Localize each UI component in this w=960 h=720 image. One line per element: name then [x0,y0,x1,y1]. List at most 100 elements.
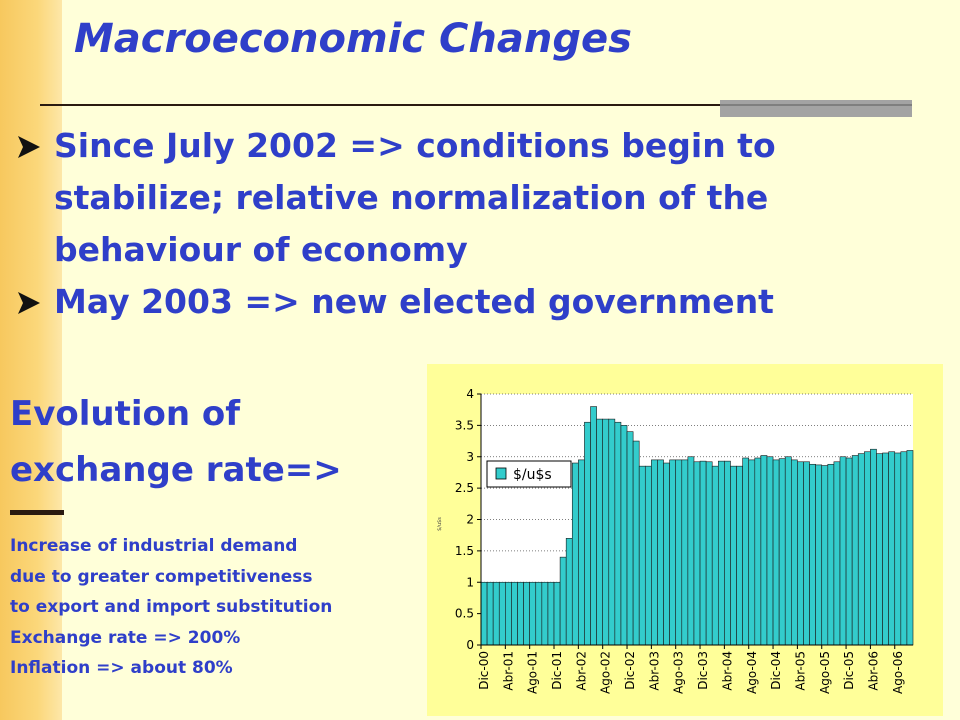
bar [687,456,695,646]
x-tick-label: Abr-06 [866,651,880,691]
bar [906,450,914,646]
bar [760,455,768,646]
bar [517,581,524,646]
bar [511,581,518,646]
bar [608,418,616,646]
y-tick-label: 2 [466,513,474,527]
bar [888,451,896,646]
accent-gray-rule [720,104,912,106]
bar [724,460,731,646]
x-tick-label: Dic-01 [550,651,564,690]
x-tick-label: Abr-05 [793,651,807,691]
bar [754,457,762,646]
bar [900,451,908,646]
x-tick-label: Dic-02 [623,651,637,690]
bar [584,421,591,646]
y-tick-label: 2.5 [455,481,474,495]
bar [492,581,500,646]
bar [742,457,750,646]
bar [870,448,877,646]
note-line: Exchange rate => 200% [10,627,241,648]
bar [553,581,561,646]
bar [857,453,865,646]
bar [596,418,603,646]
bar [505,581,512,646]
bar [711,465,719,646]
bar [632,440,640,646]
bullet-line: May 2003 => new elected government [54,282,774,321]
x-tick-label: Dic-03 [696,651,710,690]
evolution-divider [10,510,64,515]
bar [559,556,567,646]
bar [864,451,871,646]
y-axis-label: $/u$s [437,517,443,531]
bar [797,461,804,646]
note-line: due to greater competitiveness [10,566,313,587]
bar [699,460,707,646]
y-tick-label: 0 [466,638,474,652]
bar [614,421,622,646]
x-tick-label: Ago-02 [599,651,613,694]
bar [815,464,823,646]
bar [681,459,689,646]
note-line: Inflation => about 80% [10,658,233,678]
bar [480,581,488,646]
accent-gray-bar [720,100,912,117]
bar [778,458,786,646]
bullet-line: Since July 2002 => conditions begin to [54,126,776,165]
x-tick-label: Ago-05 [818,651,832,694]
x-tick-label: Dic-00 [477,651,491,690]
x-tick-label: Abr-02 [574,651,588,691]
bar [766,456,774,646]
arrowhead-bullet-icon [18,136,40,158]
left-accent-stripe [0,0,62,720]
bar [717,460,725,646]
x-tick-label: Dic-05 [842,651,856,690]
bar [839,456,847,646]
x-tick-label: Ago-06 [891,651,905,694]
bar [523,581,530,646]
bar [663,462,670,646]
evolution-heading: Evolution of exchange rate=> [10,386,342,498]
bullet-list: Since July 2002 => conditions begin to s… [16,120,916,328]
y-tick-label: 3.5 [455,418,474,432]
x-tick-label: Abr-04 [720,651,734,691]
x-tick-label: Abr-03 [647,651,661,691]
bar [827,463,835,646]
title-divider [40,104,720,106]
y-tick-label: 3 [466,450,474,464]
bar [791,459,798,646]
bar [565,538,573,646]
bar [772,459,780,646]
bar [620,425,628,646]
bar [571,462,579,646]
bar [602,418,610,646]
bar [590,406,597,646]
bar [693,461,701,646]
bar [809,463,816,646]
x-tick-label: Abr-01 [501,651,515,691]
bar [541,581,549,646]
exchange-rate-chart: 0 0.5 1 1.5 2 2.5 3 3.5 4 Dic-00 Abr-01 Ago-01 Dic-0… [427,364,943,716]
slide-title: Macroeconomic Changes [74,16,632,62]
bar [803,461,810,646]
bar [535,581,543,646]
bar [669,459,677,646]
bullet-line: stabilize; relative normalization of the [54,178,769,217]
bar [736,465,743,646]
note-line: Increase of industrial demand [10,536,298,556]
bar [894,452,902,646]
bullet-item: May 2003 => new elected government [16,276,916,328]
bar [748,459,756,646]
bar [638,465,646,646]
arrowhead-bullet-icon [18,292,40,314]
bar [882,452,889,646]
evolution-line: exchange rate=> [10,450,342,490]
bar [730,465,737,646]
bar [626,431,634,646]
evolution-line: Evolution of [10,394,241,434]
x-tick-label: Ago-03 [672,651,686,694]
y-tick-label: 0.5 [455,607,474,621]
bar [651,459,658,646]
bar [644,465,652,646]
